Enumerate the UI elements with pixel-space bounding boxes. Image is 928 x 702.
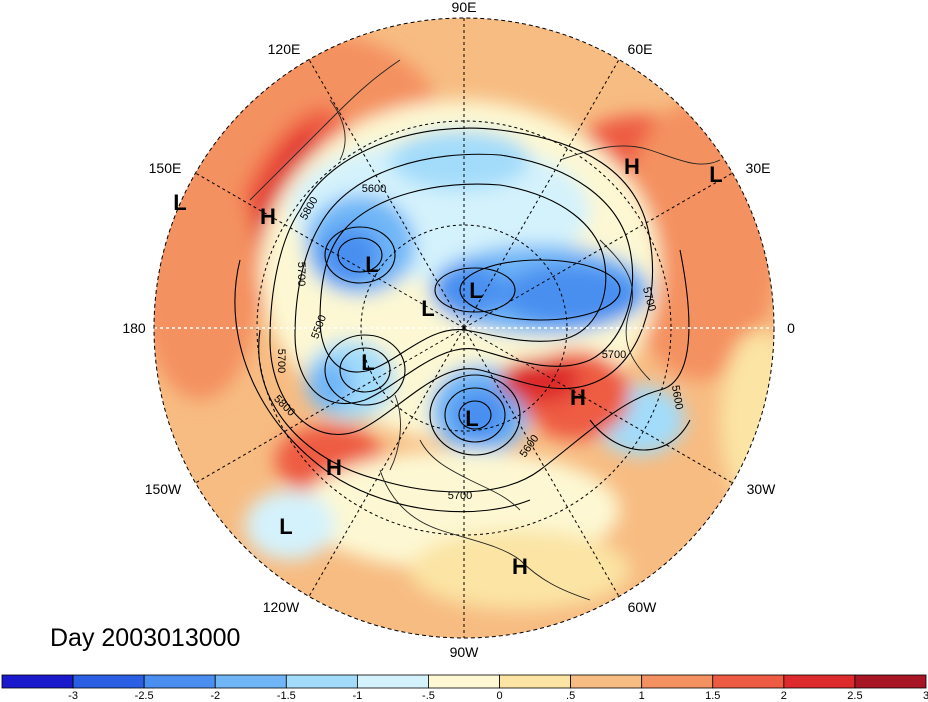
- colorbar-swatch: [1, 674, 74, 689]
- pressure-center: H: [624, 154, 640, 179]
- colorbar-swatch: [570, 674, 643, 689]
- lon-label: 30W: [747, 481, 777, 497]
- pressure-center: H: [570, 385, 586, 410]
- lon-label: 30E: [746, 160, 771, 176]
- colorbar-swatch: [499, 674, 572, 689]
- pressure-center: L: [365, 252, 378, 277]
- pressure-center: H: [326, 455, 342, 480]
- pressure-center: L: [279, 514, 292, 539]
- date-label: Day 2003013000: [50, 624, 240, 652]
- lon-label: 90E: [452, 0, 477, 15]
- colorbar-swatch: [641, 674, 714, 689]
- graticule: [154, 18, 774, 638]
- lon-label: 180: [122, 320, 146, 336]
- colorbar-tick-label: 2.5: [847, 690, 862, 702]
- colorbar-swatch: [783, 674, 856, 689]
- colorbar: -3 -2.5 -2 -1.5 -1 -.5 0 .5 1 1.5 2 2.5 3: [1, 674, 928, 702]
- anomaly-field: [154, 18, 774, 638]
- colorbar-tick-label: -1.5: [277, 690, 296, 702]
- colorbar-tick-label: -.5: [422, 690, 435, 702]
- pressure-center: L: [361, 350, 374, 375]
- lon-label: 120W: [263, 599, 300, 615]
- pressure-center: L: [469, 278, 482, 303]
- coastlines: [249, 59, 721, 601]
- pressure-center: L: [173, 190, 186, 215]
- colorbar-tick-label: 1.5: [705, 690, 720, 702]
- lon-label: 60E: [628, 41, 653, 57]
- colorbar-swatch: [356, 674, 429, 689]
- pressure-center: L: [465, 406, 478, 431]
- colorbar-tick-label: 3: [923, 690, 928, 702]
- lon-label: 60W: [628, 599, 658, 615]
- height-contours: [234, 127, 691, 513]
- pressure-center: L: [421, 296, 434, 321]
- colorbar-tick-label: 0: [496, 690, 502, 702]
- colorbar-swatch: [285, 674, 358, 689]
- globe-border: [153, 17, 775, 639]
- colorbar-tick-label: -1: [352, 690, 362, 702]
- pressure-center: L: [709, 162, 722, 187]
- contour-label: 5700: [602, 349, 626, 361]
- lon-label: 150E: [149, 160, 182, 176]
- colorbar-swatch: [854, 674, 927, 689]
- lon-label: 90W: [450, 644, 480, 660]
- contour-label: 5700: [448, 490, 472, 502]
- colorbar-tick-label: -2: [210, 690, 220, 702]
- colorbar-swatch: [143, 674, 216, 689]
- colorbar-swatch: [712, 674, 785, 689]
- colorbar-tick-label: .5: [566, 690, 575, 702]
- contour-label: 5600: [362, 183, 386, 195]
- lon-label: 120E: [268, 41, 301, 57]
- colorbar-tick-label: -3: [68, 690, 78, 702]
- colorbar-swatch: [72, 674, 145, 689]
- contour-label: 5700: [275, 349, 287, 373]
- lon-label: 150W: [145, 481, 182, 497]
- pressure-center: H: [512, 554, 528, 579]
- lon-label: 0: [787, 320, 795, 336]
- colorbar-tick-label: 2: [781, 690, 787, 702]
- contour-label: 5600: [669, 384, 685, 410]
- colorbar-tick-label: -2.5: [135, 690, 154, 702]
- pressure-center: H: [260, 204, 276, 229]
- colorbar-tick-label: 1: [639, 690, 645, 702]
- colorbar-swatch: [214, 674, 287, 689]
- colorbar-swatch: [428, 674, 500, 689]
- contour-label: 5700: [295, 262, 307, 286]
